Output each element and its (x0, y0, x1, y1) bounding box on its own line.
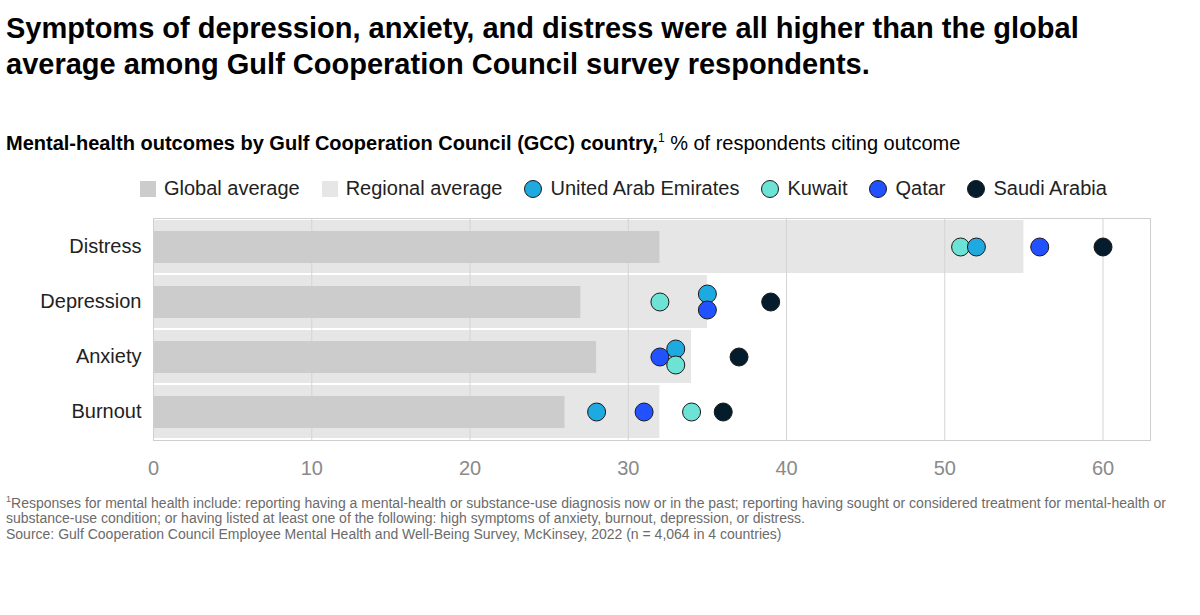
svg-text:20: 20 (459, 456, 481, 478)
svg-text:50: 50 (934, 456, 956, 478)
svg-text:30: 30 (617, 456, 639, 478)
html-text:Source: Gulf Cooperation Counc: Source: Gulf Cooperation Council Employe… (6, 526, 782, 543)
html-text:Kuwait: Kuwait (787, 177, 848, 200)
html-text:Global average: Global average (164, 177, 300, 200)
html-text:Saudi Arabia: Saudi Arabia (993, 177, 1107, 200)
svg-text:Anxiety: Anxiety (76, 345, 142, 367)
svg-text:0: 0 (148, 456, 159, 478)
svg-text:60: 60 (1092, 456, 1114, 478)
html-text:Qatar: Qatar (895, 177, 946, 200)
html-text:United Arab Emirates: United Arab Emirates (550, 177, 740, 200)
html-text:Regional average: Regional average (345, 177, 503, 200)
svg-text:40: 40 (775, 456, 797, 478)
html-text:1Responses for mental health i: 1Responses for mental health include: re… (6, 493, 1166, 527)
svg-text:Distress: Distress (69, 235, 141, 257)
svg-text:Depression: Depression (40, 290, 141, 312)
svg-text:10: 10 (301, 456, 323, 478)
html-text:Symptoms of depression, anxiet: Symptoms of depression, anxiety, and dis… (6, 12, 1079, 80)
html-text:Mental-health outcomes by Gulf: Mental-health outcomes by Gulf Cooperati… (6, 131, 961, 154)
svg-text:Burnout: Burnout (71, 400, 141, 422)
